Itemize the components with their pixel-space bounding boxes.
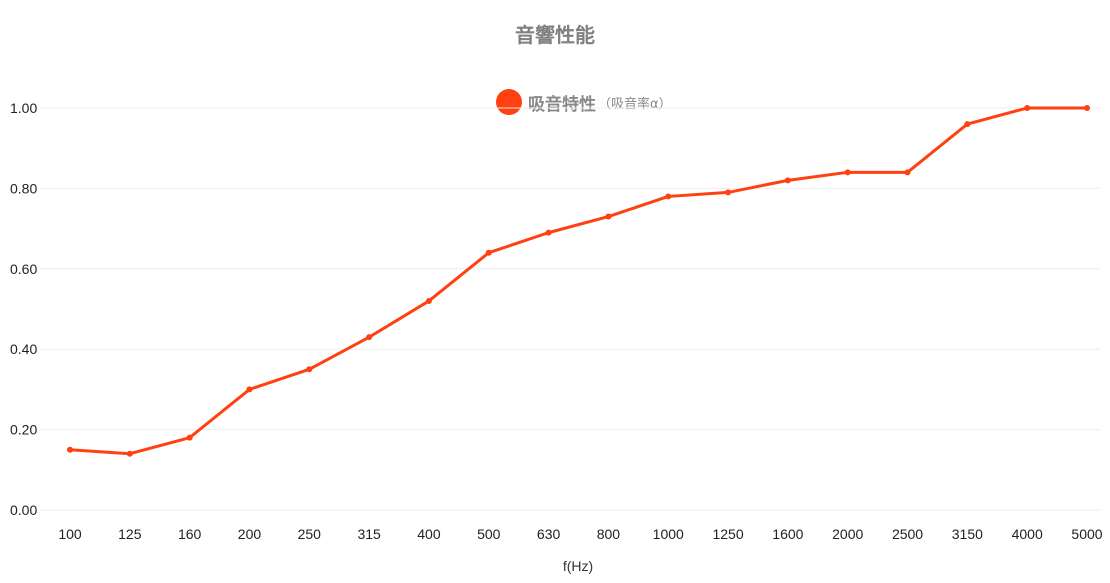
data-point[interactable] — [725, 189, 732, 196]
y-tick-label: 0.80 — [10, 180, 37, 196]
data-point[interactable] — [964, 121, 971, 128]
data-point[interactable] — [844, 169, 851, 176]
x-tick-label: 125 — [118, 526, 142, 542]
legend-marker-icon — [496, 89, 522, 115]
y-tick-label: 0.20 — [10, 422, 37, 438]
data-point[interactable] — [485, 249, 492, 256]
x-tick-label: 5000 — [1071, 526, 1102, 542]
data-point[interactable] — [784, 177, 791, 184]
x-tick-label: 800 — [597, 526, 621, 542]
y-tick-label: 0.40 — [10, 341, 37, 357]
x-tick-label: 2500 — [892, 526, 923, 542]
x-tick-label: 1250 — [712, 526, 743, 542]
x-tick-label: 400 — [417, 526, 441, 542]
data-point[interactable] — [545, 229, 552, 236]
x-tick-label: 4000 — [1012, 526, 1043, 542]
x-tick-label: 500 — [477, 526, 501, 542]
legend-label: 吸音特性 — [528, 94, 596, 115]
y-tick-label: 0.60 — [10, 261, 37, 277]
y-tick-label: 0.00 — [10, 502, 37, 518]
x-tick-label: 2000 — [832, 526, 863, 542]
y-tick-label: 1.00 — [10, 100, 37, 116]
data-point[interactable] — [186, 434, 193, 441]
x-tick-label: 160 — [178, 526, 202, 542]
data-point[interactable] — [665, 193, 672, 200]
data-point[interactable] — [605, 213, 612, 220]
chart-title: 音響性能 — [515, 23, 595, 47]
x-tick-label: 630 — [537, 526, 561, 542]
x-tick-label: 100 — [58, 526, 82, 542]
data-point[interactable] — [126, 450, 133, 457]
data-point[interactable] — [67, 446, 73, 453]
data-point[interactable] — [246, 386, 253, 393]
data-point[interactable] — [904, 169, 911, 176]
data-point[interactable] — [366, 334, 373, 341]
data-point[interactable] — [425, 297, 432, 304]
x-axis-label: f(Hz) — [563, 558, 593, 574]
data-point[interactable] — [306, 366, 313, 373]
data-point[interactable] — [1084, 105, 1090, 111]
x-tick-label: 250 — [298, 526, 322, 542]
series-line — [69, 106, 1087, 456]
x-tick-label: 3150 — [952, 526, 983, 542]
x-tick-label: 200 — [238, 526, 262, 542]
x-tick-label: 315 — [357, 526, 381, 542]
data-point[interactable] — [1024, 105, 1031, 111]
x-tick-label: 1600 — [772, 526, 803, 542]
x-tick-label: 1000 — [653, 526, 684, 542]
